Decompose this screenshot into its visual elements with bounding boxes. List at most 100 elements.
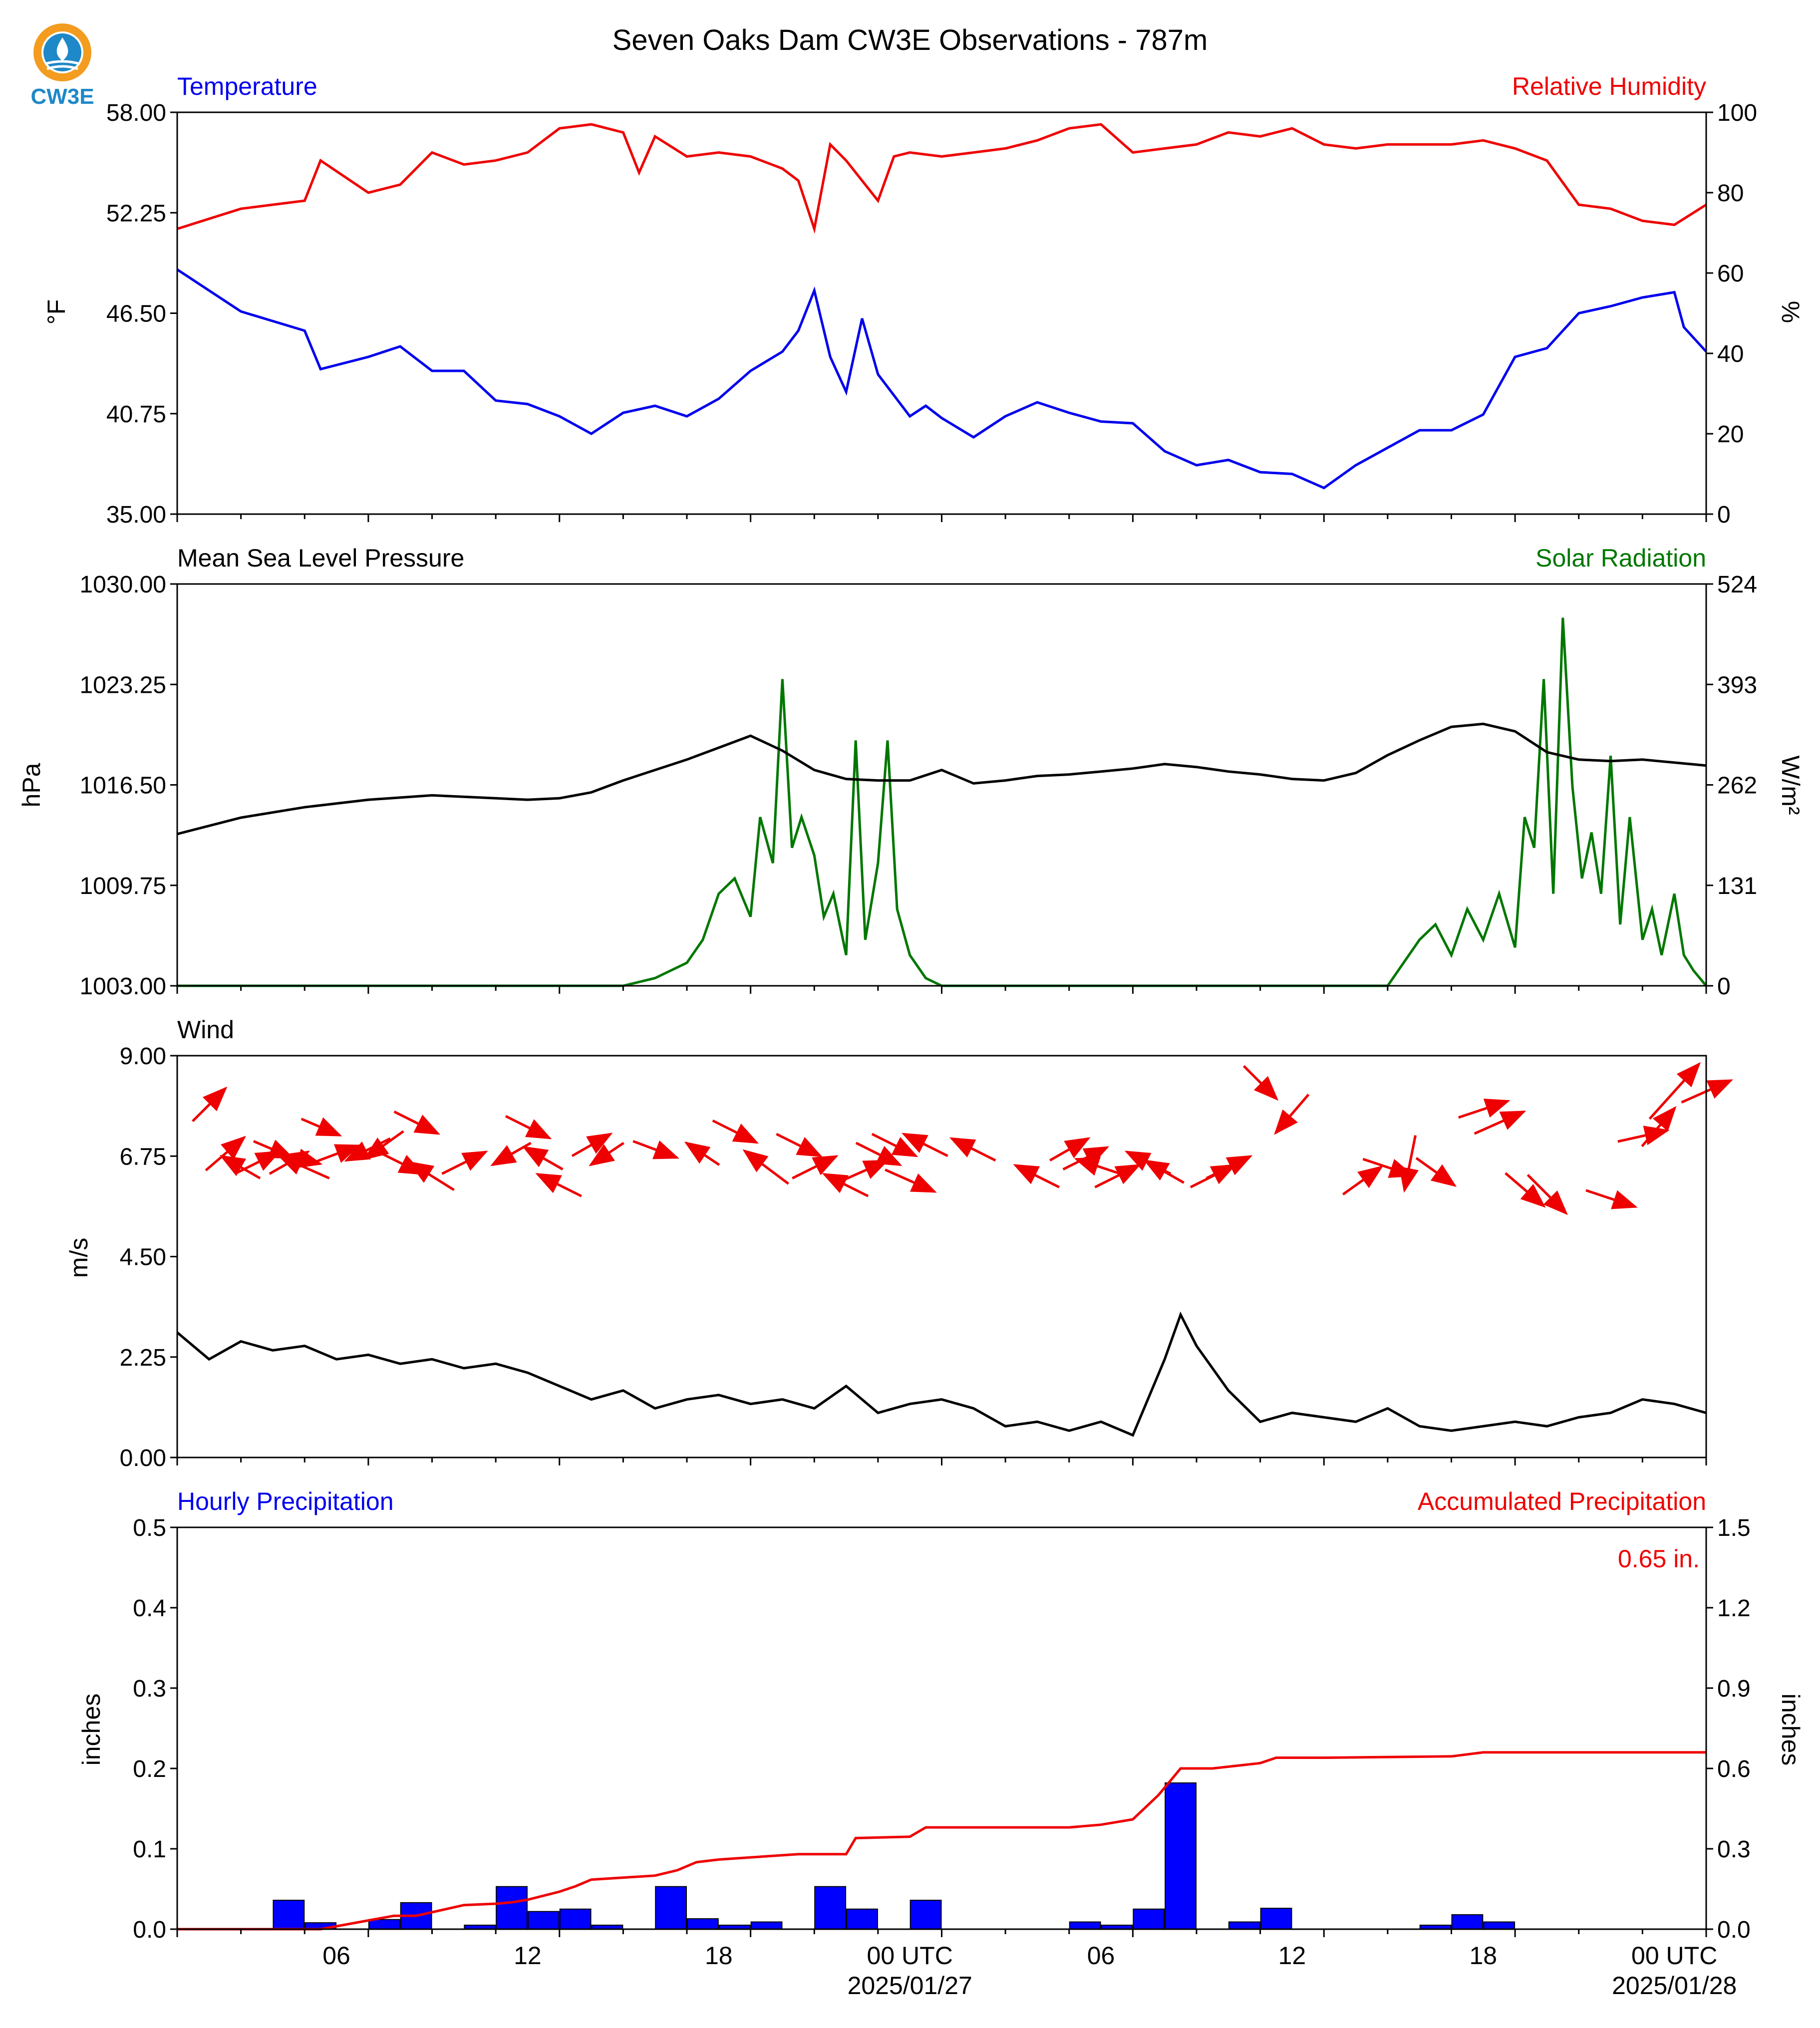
wind-arrow	[301, 1117, 342, 1137]
x-tick-label: 12	[1278, 1942, 1306, 1970]
x-tick-label: 18	[1470, 1942, 1498, 1970]
accum-precip-title: Accumulated Precipitation	[1418, 1487, 1706, 1515]
wind-arrow	[1143, 1159, 1185, 1184]
y-tick-label: 1023.25	[79, 672, 166, 698]
wind-arrow	[1648, 1062, 1701, 1120]
accum-y-ticks: 1.5 1.2 0.9 0.6 0.3 0.0	[1706, 1515, 1751, 1943]
wind-arrow	[1526, 1174, 1568, 1215]
y-tick-label: 20	[1717, 421, 1744, 448]
y-tick-label: 100	[1717, 100, 1757, 126]
wind-arrow	[441, 1151, 488, 1175]
wind-arrow	[234, 1151, 282, 1175]
wind-arrow	[363, 1130, 404, 1160]
logo-text: CW3E	[30, 84, 94, 109]
precip-bar	[1133, 1908, 1165, 1930]
y-tick-label: 0.0	[133, 1917, 166, 1943]
y-tick-label: 46.50	[106, 301, 166, 327]
wind-arrow	[219, 1155, 261, 1179]
y-tick-label: 9.00	[120, 1043, 166, 1070]
precip-bar	[559, 1908, 592, 1930]
y-tick-label: 35.00	[106, 502, 166, 528]
y-tick-label: 131	[1717, 873, 1757, 899]
y-tick-label: 1030.00	[79, 572, 166, 598]
pressure-title: Mean Sea Level Pressure	[177, 544, 464, 572]
precip-bar	[814, 1886, 847, 1930]
solar-title: Solar Radiation	[1535, 544, 1706, 572]
hourly-precip-title: Hourly Precipitation	[177, 1487, 394, 1515]
wind-arrow	[1458, 1099, 1511, 1119]
rh-axis-label: %	[1777, 301, 1805, 323]
y-tick-label: 393	[1717, 672, 1757, 698]
hourly-precip-bars	[273, 1782, 1516, 1930]
wind-direction-arrows	[192, 1062, 1734, 1215]
humidity-title: Relative Humidity	[1512, 72, 1706, 100]
precip-panel-frame	[176, 1526, 1707, 1930]
x-tick-label: 18	[705, 1942, 733, 1970]
y-tick-label: 58.00	[106, 100, 166, 126]
wind-arrow	[505, 1115, 552, 1140]
wind-arrow	[314, 1144, 361, 1163]
y-tick-label: 1016.50	[79, 773, 166, 799]
precip-bar	[1069, 1921, 1101, 1930]
wind-arrow	[822, 1173, 869, 1197]
wind-arrow	[1362, 1158, 1415, 1178]
wind-arrow	[408, 1161, 455, 1191]
precip-bar	[496, 1886, 528, 1930]
wind-arrow	[1242, 1065, 1279, 1101]
y-tick-label: 0.4	[133, 1595, 166, 1622]
y-tick-label: 1009.75	[79, 873, 166, 899]
precip-bar	[1165, 1782, 1197, 1930]
pressure-axis-label: hPa	[17, 763, 45, 807]
chart-title: Seven Oaks Dam CW3E Observations - 787m	[612, 24, 1208, 56]
wind-arrow	[792, 1155, 839, 1179]
cw3e-logo: CW3E	[25, 15, 100, 110]
accum-axis-label: inches	[1777, 1694, 1805, 1766]
wind-arrow	[1342, 1165, 1384, 1195]
y-tick-label: 40	[1717, 341, 1744, 367]
wind-arrow	[855, 1142, 903, 1166]
temperature-title: Temperature	[177, 72, 317, 100]
y-tick-label: 0.5	[133, 1515, 166, 1541]
wind-arrow	[535, 1173, 582, 1197]
y-tick-label: 0.0	[1717, 1917, 1751, 1943]
y-tick-label: 1.5	[1717, 1515, 1751, 1541]
wind-arrow	[1399, 1135, 1419, 1193]
wind-arrow	[1641, 1106, 1677, 1148]
pressure-y-ticks: 1030.00 1023.25 1016.50 1009.75 1003.00	[79, 572, 177, 1000]
y-tick-label: 40.75	[106, 401, 166, 428]
y-tick-label: 524	[1717, 572, 1757, 598]
wind-arrow	[377, 1151, 425, 1175]
wind-arrow	[1206, 1155, 1253, 1179]
precip-bar	[1228, 1921, 1260, 1930]
y-tick-label: 0.2	[133, 1756, 166, 1782]
accumulated-precip-line	[177, 1751, 1706, 1931]
temp-panel-frame	[176, 111, 1707, 515]
wind-arrow	[589, 1142, 624, 1166]
wind-arrow	[1013, 1164, 1060, 1188]
wind-arrow	[1074, 1157, 1126, 1177]
wind-panel-frame	[176, 1055, 1707, 1458]
x-tick-label: 12	[514, 1942, 542, 1970]
wind-arrow	[571, 1133, 613, 1158]
temp-y-ticks: 58.00 52.25 46.50 40.75 35.00	[106, 100, 177, 528]
wind-arrow	[949, 1137, 996, 1162]
solar-axis-label: W/m²	[1777, 755, 1805, 815]
x-date-label: 2025/01/27	[848, 1972, 972, 2000]
y-tick-label: 0.1	[133, 1836, 166, 1863]
x-tick-label: 00 UTC	[867, 1942, 953, 1970]
y-tick-label: 6.75	[120, 1144, 166, 1170]
precip-bar	[1260, 1908, 1292, 1930]
wind-y-ticks: 9.00 6.75 4.50 2.25 0.00	[120, 1043, 177, 1471]
precip-bar	[750, 1921, 783, 1930]
precip-bar	[1483, 1921, 1516, 1930]
wind-arrow	[1617, 1126, 1670, 1146]
precip-y-ticks: 0.5 0.4 0.3 0.2 0.1 0.0	[133, 1515, 177, 1943]
wind-speed-line	[176, 1311, 1707, 1437]
cw3e-logo-icon: CW3E	[30, 23, 94, 109]
y-tick-label: 1003.00	[79, 973, 166, 1000]
precip-axis-label: inches	[77, 1694, 105, 1766]
precip-bar	[910, 1900, 942, 1930]
wind-arrow	[837, 1159, 890, 1184]
